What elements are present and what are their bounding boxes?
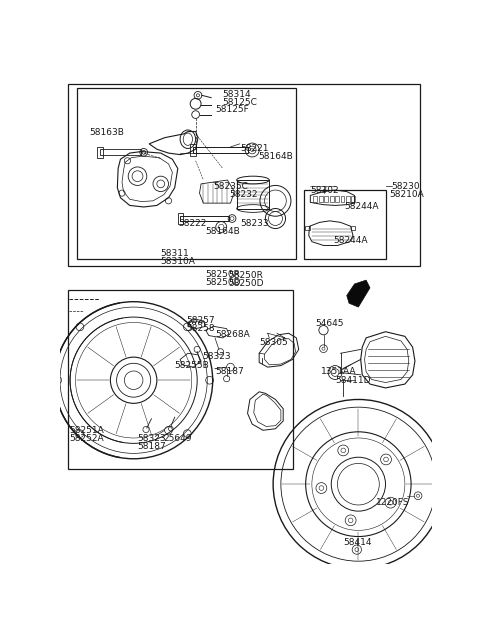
Text: 58221: 58221: [240, 144, 268, 153]
Text: 58164B: 58164B: [258, 152, 293, 160]
Text: 58414: 58414: [343, 538, 372, 547]
Text: 58250D: 58250D: [206, 278, 241, 287]
Text: 54645: 54645: [316, 319, 344, 328]
Bar: [304, 190, 385, 259]
Bar: [68, 290, 292, 469]
Bar: [100, 149, 141, 155]
Text: 58232: 58232: [229, 190, 257, 199]
Text: 58250R: 58250R: [228, 271, 264, 280]
Bar: [335, 196, 339, 202]
Text: 58323: 58323: [137, 434, 166, 443]
Bar: [346, 196, 350, 202]
Text: 58255B: 58255B: [175, 361, 209, 370]
Polygon shape: [347, 280, 370, 307]
Text: 58314: 58314: [223, 90, 252, 99]
Bar: [97, 147, 103, 158]
Bar: [77, 87, 296, 259]
Bar: [313, 196, 317, 202]
Text: 58230: 58230: [392, 183, 420, 191]
Text: 58222: 58222: [178, 219, 206, 228]
Text: 58187: 58187: [137, 442, 166, 451]
Text: 58250D: 58250D: [228, 278, 264, 288]
Text: 1220FS: 1220FS: [376, 498, 410, 507]
Text: 58305: 58305: [259, 338, 288, 347]
Bar: [324, 196, 328, 202]
Text: 58125C: 58125C: [223, 98, 258, 107]
Text: 58251A: 58251A: [69, 427, 104, 436]
Bar: [237, 180, 269, 209]
Bar: [178, 213, 183, 224]
Text: 58302: 58302: [311, 186, 339, 195]
Text: 58252A: 58252A: [69, 434, 104, 443]
Text: 58244A: 58244A: [333, 236, 367, 245]
Bar: [190, 144, 196, 156]
Text: 58163B: 58163B: [89, 129, 124, 138]
Text: 58311: 58311: [161, 249, 190, 258]
Bar: [319, 196, 323, 202]
Text: 58164B: 58164B: [206, 227, 240, 236]
Text: 58125F: 58125F: [215, 105, 249, 114]
Text: 1351AA: 1351AA: [321, 367, 357, 376]
Text: 58323: 58323: [202, 352, 230, 361]
Text: 58244A: 58244A: [345, 202, 379, 210]
Text: 58210A: 58210A: [389, 190, 424, 199]
Text: 58257: 58257: [186, 316, 215, 325]
Text: 58258: 58258: [186, 324, 215, 333]
Text: 58250R: 58250R: [206, 270, 240, 279]
Bar: [330, 196, 334, 202]
Bar: [180, 216, 229, 221]
Text: 25649: 25649: [163, 434, 192, 443]
Text: 58233: 58233: [240, 219, 268, 228]
Bar: [68, 84, 420, 266]
Text: 58310A: 58310A: [161, 257, 196, 266]
Bar: [351, 196, 355, 202]
Text: 58235C: 58235C: [214, 183, 248, 191]
Text: 58187: 58187: [215, 367, 244, 376]
Bar: [193, 147, 248, 153]
Bar: [340, 196, 345, 202]
Text: 58411D: 58411D: [335, 377, 371, 385]
Text: 58268A: 58268A: [215, 330, 250, 339]
